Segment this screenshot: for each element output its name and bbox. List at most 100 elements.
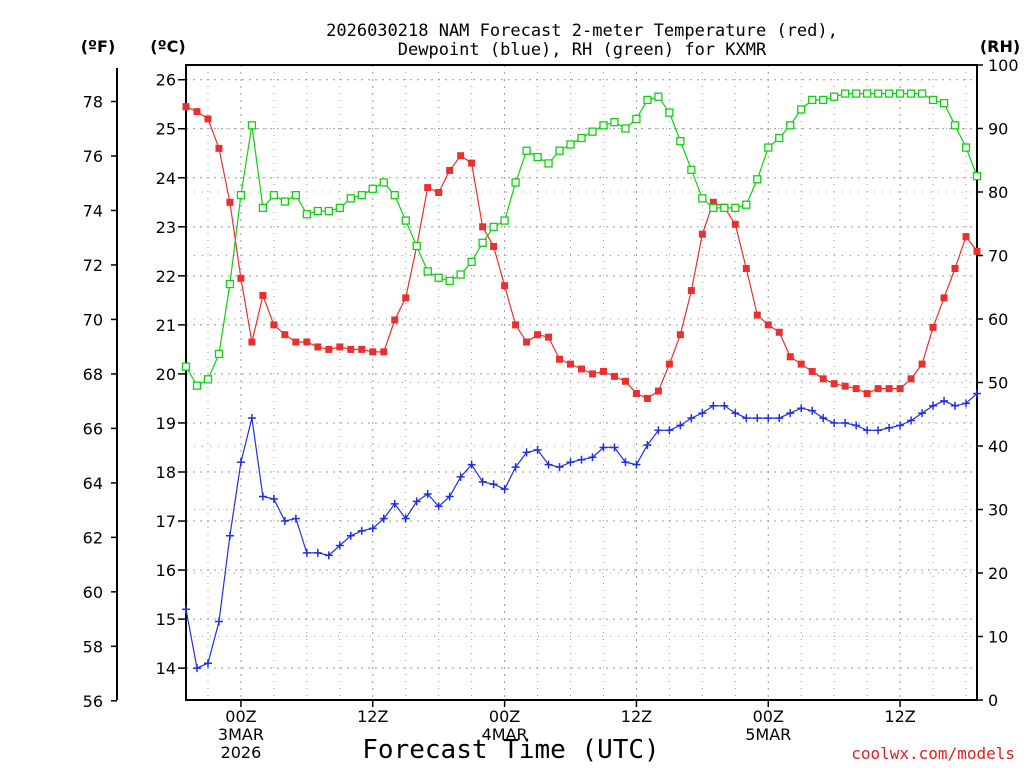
dewpoint-point bbox=[830, 418, 839, 427]
dewpoint-point bbox=[863, 426, 872, 435]
dewpoint-point bbox=[687, 414, 696, 423]
dewpoint-point bbox=[808, 406, 817, 415]
x-tick-label: 4MAR bbox=[482, 725, 528, 744]
rh-point bbox=[489, 222, 498, 232]
rh-point bbox=[939, 98, 949, 108]
temperature-point bbox=[808, 367, 816, 375]
celsius-tick-label: 14 bbox=[156, 659, 176, 678]
celsius-tick-label: 16 bbox=[156, 561, 176, 580]
rh-point bbox=[291, 191, 301, 200]
chart-grid bbox=[186, 64, 977, 701]
rh-point bbox=[676, 137, 685, 146]
temperature-point bbox=[314, 343, 322, 351]
dewpoint-point bbox=[621, 458, 630, 467]
dewpoint-point bbox=[819, 414, 828, 423]
temperature-point bbox=[709, 198, 717, 206]
rh-point bbox=[917, 89, 927, 98]
temperature-point bbox=[556, 355, 564, 363]
rh-point bbox=[313, 206, 322, 216]
temperature-point bbox=[698, 230, 706, 238]
rh-unit-label: (RH) bbox=[980, 37, 1020, 56]
rh-point bbox=[302, 210, 311, 219]
rh-point bbox=[632, 114, 641, 124]
rh-point bbox=[972, 171, 982, 181]
rh-tick-label: 60 bbox=[988, 310, 1008, 329]
dewpoint-point bbox=[918, 409, 927, 418]
temperature-point bbox=[896, 385, 904, 393]
rh-point bbox=[324, 206, 333, 216]
rh-tick-label: 90 bbox=[988, 120, 1008, 139]
dewpoint-point bbox=[665, 426, 674, 435]
temperature-point bbox=[435, 188, 443, 196]
rh-point bbox=[203, 375, 213, 384]
rh-point bbox=[720, 203, 729, 213]
temperature-point bbox=[797, 360, 805, 368]
dewpoint-point bbox=[698, 409, 707, 418]
rh-point bbox=[830, 92, 839, 101]
temperature-point bbox=[512, 321, 520, 329]
dewpoint-point bbox=[533, 445, 542, 454]
dewpoint-point bbox=[247, 414, 256, 423]
rh-point bbox=[775, 133, 784, 143]
fahrenheit-tick-label: 72 bbox=[83, 256, 103, 275]
dewpoint-point bbox=[182, 605, 190, 614]
rh-tick-label: 0 bbox=[988, 691, 998, 710]
dewpoint-point bbox=[423, 490, 432, 499]
fahrenheit-tick-label: 62 bbox=[83, 528, 103, 547]
temperature-point bbox=[742, 264, 750, 272]
temperature-point bbox=[940, 294, 948, 302]
temperature-point bbox=[764, 321, 772, 329]
dewpoint-point bbox=[753, 414, 762, 423]
dewpoint-point bbox=[291, 514, 300, 523]
rh-point bbox=[610, 118, 619, 127]
fahrenheit-tick-label: 60 bbox=[83, 583, 103, 602]
rh-point bbox=[566, 140, 575, 149]
rh-point bbox=[225, 279, 235, 289]
temperature-point bbox=[775, 328, 783, 336]
temperature-point bbox=[303, 338, 311, 346]
temperature-point bbox=[182, 103, 190, 111]
rh-point bbox=[599, 121, 608, 130]
dewpoint-point bbox=[214, 617, 223, 626]
rh-point bbox=[467, 257, 476, 267]
temperature-point bbox=[402, 294, 410, 302]
temperature-point bbox=[588, 370, 596, 378]
dewpoint-point bbox=[632, 460, 641, 469]
temperature-point bbox=[852, 385, 860, 393]
rh-point bbox=[500, 216, 509, 225]
rh-point bbox=[412, 241, 421, 251]
rh-point bbox=[862, 89, 872, 98]
temperature-point bbox=[292, 338, 300, 346]
temperature-point bbox=[204, 115, 212, 123]
dewpoint-point bbox=[522, 448, 531, 457]
dewpoint-point bbox=[544, 460, 553, 469]
temperature-point bbox=[490, 242, 498, 250]
dewpoint-point bbox=[929, 401, 938, 410]
dewpoint-point bbox=[731, 409, 740, 418]
temperature-point bbox=[874, 385, 882, 393]
dewpoint-series-line bbox=[186, 392, 977, 669]
x-tick-label: 00Z bbox=[489, 707, 520, 726]
dewpoint-point bbox=[566, 458, 575, 467]
temperature-point bbox=[951, 264, 959, 272]
temperature-point bbox=[907, 375, 915, 383]
x-tick-label: 12Z bbox=[357, 707, 388, 726]
rh-point bbox=[753, 175, 762, 184]
celsius-tick-label: 22 bbox=[156, 267, 176, 286]
temperature-point bbox=[424, 184, 432, 192]
dewpoint-point bbox=[390, 499, 399, 508]
rh-point bbox=[906, 89, 916, 98]
temperature-point bbox=[665, 360, 673, 368]
rh-point bbox=[961, 143, 971, 152]
dewpoint-point bbox=[973, 389, 981, 398]
dewpoint-point bbox=[511, 463, 520, 472]
rh-point bbox=[522, 146, 531, 155]
fahrenheit-tick-label: 58 bbox=[83, 637, 103, 656]
rh-tick-label: 20 bbox=[988, 564, 1008, 583]
dewpoint-point bbox=[236, 458, 245, 467]
dewpoint-point bbox=[456, 472, 465, 481]
dewpoint-point bbox=[357, 526, 366, 535]
dewpoint-point bbox=[610, 443, 619, 452]
dewpoint-point bbox=[324, 551, 333, 560]
temperature-point bbox=[819, 375, 827, 383]
